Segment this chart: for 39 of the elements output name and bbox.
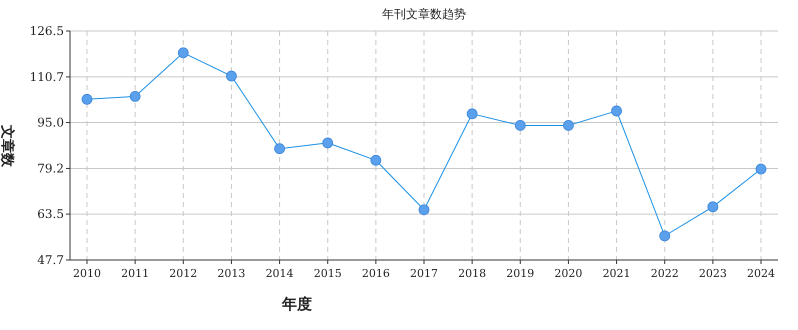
x-tick-label: 2014 (266, 267, 294, 280)
x-tick-label: 2018 (458, 267, 486, 280)
y-axis-title: 文章数 (0, 124, 16, 168)
point (130, 90, 141, 102)
point (466, 108, 478, 120)
point (659, 230, 670, 242)
x-tick-label: 2010 (73, 267, 101, 280)
x-tick-label: 2021 (602, 267, 631, 280)
point (370, 154, 382, 166)
x-tick-label: 2013 (217, 267, 246, 280)
y-tick-label: 63.5 (37, 207, 64, 222)
point (707, 201, 718, 212)
point (418, 204, 430, 216)
point (756, 164, 766, 174)
point (274, 143, 285, 154)
point (514, 120, 526, 131)
y-tick-label: 110.7 (30, 70, 64, 84)
x-tick-label: 2020 (554, 267, 582, 280)
point (563, 120, 574, 131)
x-tick-label: 2016 (362, 267, 390, 280)
point (82, 94, 92, 105)
y-tick-label: 95.0 (37, 116, 64, 130)
y-tick-label: 47.7 (37, 253, 64, 267)
x-tick-label: 2022 (650, 267, 679, 280)
x-tick-label: 2024 (747, 267, 775, 280)
point (178, 47, 189, 58)
point (611, 106, 622, 116)
chart-title: 年刊文章数趋势 (382, 7, 466, 21)
y-tick-label: 126.5 (30, 24, 64, 38)
x-tick-label: 2023 (698, 267, 727, 280)
x-tick-label: 2011 (121, 267, 150, 280)
x-axis-title: 年度 (281, 295, 312, 313)
x-tick-label: 2017 (410, 267, 438, 280)
point (322, 137, 334, 148)
y-tick-label: 79.2 (37, 161, 64, 176)
x-tick-label: 2019 (506, 267, 534, 280)
x-tick-label: 2012 (169, 267, 198, 280)
point (226, 70, 237, 82)
x-tick-label: 2015 (314, 267, 342, 280)
